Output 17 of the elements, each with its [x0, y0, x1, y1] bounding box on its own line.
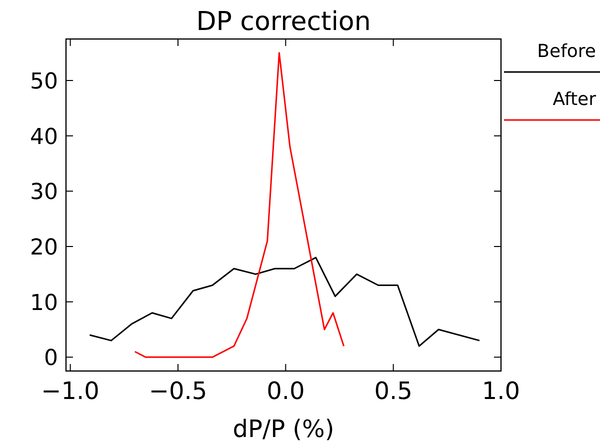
y-tick-label: 40	[30, 124, 58, 150]
text: Before	[537, 41, 596, 62]
y-tick-label: 30	[30, 180, 58, 206]
x-tick-label: 0.5	[374, 377, 412, 405]
x-tick-label: −0.5	[148, 377, 208, 405]
y-tick-label: 50	[30, 70, 58, 94]
text: After	[552, 89, 597, 110]
y-tick-label: 0	[44, 346, 58, 372]
x-tick-label: 1.0	[482, 377, 520, 405]
chart-title: DP correction	[196, 7, 371, 37]
x-tick-label: −1.0	[41, 377, 100, 405]
line-series	[88, 256, 480, 347]
line-series	[134, 52, 345, 358]
x-tick-label: 0.0	[266, 377, 305, 405]
y-tick-label: 10	[30, 290, 58, 316]
x-axis-title: dP/P (%)	[232, 415, 334, 443]
y-tick-label: 20	[30, 236, 58, 260]
